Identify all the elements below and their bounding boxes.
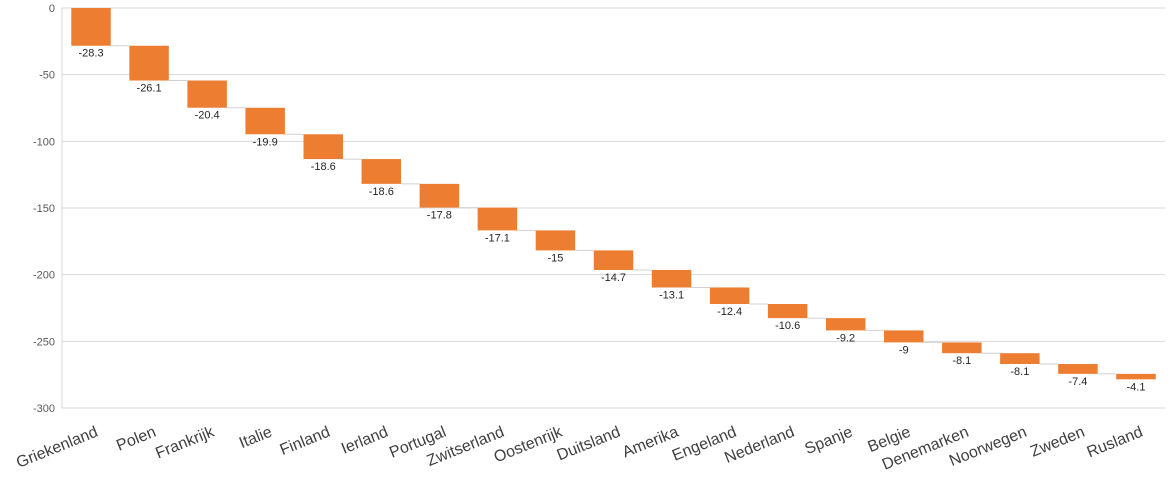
waterfall-bar — [419, 183, 460, 208]
x-category-label: Rusland — [1085, 424, 1146, 462]
waterfall-bar — [1000, 353, 1040, 364]
waterfall-bar — [477, 207, 518, 231]
waterfall-bar — [361, 159, 402, 184]
y-tick-label: -200 — [33, 270, 55, 282]
x-category-label: Frankrijk — [153, 423, 217, 462]
waterfall-bar — [129, 45, 169, 81]
waterfall-bar — [825, 318, 866, 331]
data-label: -13.1 — [659, 289, 684, 301]
data-label: -8.1 — [952, 355, 971, 367]
y-tick-label: -300 — [33, 403, 55, 415]
data-label: -9.2 — [836, 332, 855, 344]
data-label: -28.3 — [78, 48, 103, 60]
data-label: -18.6 — [369, 186, 394, 198]
x-category-label: Duitsland — [555, 424, 623, 465]
waterfall-bar — [767, 304, 808, 319]
connector-lines — [110, 45, 1117, 375]
data-label: -12.4 — [717, 306, 742, 318]
x-category-label: Zweden — [1028, 424, 1087, 461]
data-label: -19.9 — [253, 136, 278, 148]
x-category-label: Italie — [237, 424, 275, 452]
x-category-label: Spanje — [803, 424, 856, 458]
waterfall-bar — [942, 342, 982, 354]
waterfall-bar — [71, 8, 111, 46]
y-axis-ticks: 0 -50 -100 -150 -200 -250 -300 — [33, 3, 55, 415]
data-label: -4.1 — [1126, 381, 1145, 393]
data-label: -7.4 — [1068, 376, 1087, 388]
data-label: -17.8 — [427, 210, 452, 222]
waterfall-bar — [593, 250, 634, 270]
data-label: -20.4 — [195, 110, 220, 122]
data-label: -14.7 — [601, 272, 626, 284]
waterfall-bar — [187, 80, 227, 108]
y-tick-label: 0 — [49, 3, 55, 15]
x-category-label: Griekenland — [14, 424, 100, 472]
waterfall-bar — [709, 287, 750, 304]
waterfall-bar — [535, 230, 576, 251]
x-category-label: Polen — [114, 424, 158, 455]
waterfall-bar — [1116, 373, 1156, 380]
y-tick-label: -100 — [33, 136, 55, 148]
data-label: -8.1 — [1010, 366, 1029, 378]
waterfall-bar — [1058, 364, 1098, 374]
x-category-label: Finland — [278, 424, 333, 459]
gridlines — [62, 7, 1165, 409]
waterfall-bar — [303, 134, 343, 160]
data-label: -10.6 — [775, 320, 800, 332]
data-label: -15 — [547, 252, 563, 264]
data-label: -26.1 — [137, 83, 162, 95]
waterfall-bar — [245, 107, 285, 135]
data-label: -9 — [899, 344, 909, 356]
data-label: -17.1 — [485, 232, 510, 244]
y-tick-label: -50 — [39, 70, 55, 82]
data-labels: -28.3 -26.1 -20.4 -19.9 -18.6 -18.6 -17.8 -17.1… — [78, 48, 1145, 394]
y-tick-label: -150 — [33, 203, 55, 215]
x-category-label: Ierland — [339, 424, 391, 458]
y-tick-label: -250 — [33, 336, 55, 348]
waterfall-bar — [651, 270, 692, 288]
bars — [71, 8, 1156, 380]
waterfall-bar — [884, 330, 924, 343]
data-label: -18.6 — [311, 161, 336, 173]
